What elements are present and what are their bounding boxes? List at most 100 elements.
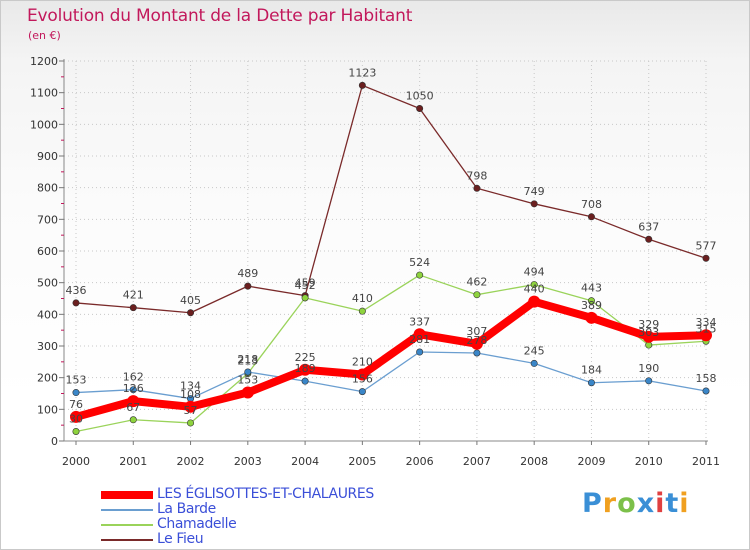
data-point bbox=[127, 395, 140, 408]
series-line bbox=[75, 274, 707, 433]
data-point bbox=[301, 377, 309, 385]
data-point bbox=[413, 328, 426, 341]
logo-letter: x bbox=[636, 488, 656, 519]
x-tick-label: 2000 bbox=[62, 455, 90, 468]
y-tick-label: 1200 bbox=[30, 55, 58, 68]
data-point bbox=[72, 299, 80, 307]
data-label: 76 bbox=[69, 398, 83, 411]
data-label: 57 bbox=[184, 404, 198, 417]
data-point bbox=[530, 200, 538, 208]
x-tick-label: 2003 bbox=[234, 455, 262, 468]
data-label: 162 bbox=[123, 371, 144, 384]
logo-letter: t bbox=[665, 488, 680, 519]
data-label: 30 bbox=[69, 413, 83, 426]
legend-label: Chamadelle bbox=[157, 516, 237, 532]
legend-label: Le Fieu bbox=[157, 531, 204, 547]
data-label: 405 bbox=[180, 294, 201, 307]
y-tick-label: 900 bbox=[37, 150, 58, 163]
data-point bbox=[645, 377, 653, 385]
y-tick-label: 0 bbox=[51, 435, 58, 448]
data-label: 337 bbox=[409, 315, 430, 328]
data-label: 189 bbox=[295, 362, 316, 375]
data-label: 637 bbox=[638, 220, 659, 233]
data-point bbox=[301, 294, 309, 302]
data-label: 210 bbox=[352, 356, 373, 369]
data-point bbox=[473, 184, 481, 192]
x-tick-label: 2011 bbox=[692, 455, 720, 468]
y-tick-label: 200 bbox=[37, 372, 58, 385]
x-tick-label: 2004 bbox=[291, 455, 319, 468]
data-label: 281 bbox=[409, 333, 430, 346]
data-point bbox=[416, 105, 424, 113]
data-point bbox=[642, 330, 655, 343]
data-label: 156 bbox=[352, 373, 373, 386]
data-label: 245 bbox=[524, 344, 545, 357]
data-label: 303 bbox=[638, 326, 659, 339]
data-label: 315 bbox=[696, 322, 717, 335]
data-label: 108 bbox=[180, 388, 201, 401]
logo-letter: r bbox=[602, 488, 618, 519]
chart-unit-label: (en €) bbox=[28, 29, 61, 42]
data-point bbox=[358, 388, 366, 396]
data-label: 798 bbox=[466, 169, 487, 182]
x-tick-label: 2006 bbox=[406, 455, 434, 468]
data-label: 190 bbox=[638, 362, 659, 375]
data-label: 452 bbox=[295, 279, 316, 292]
data-point bbox=[241, 386, 254, 399]
data-point bbox=[416, 271, 424, 279]
legend-swatch bbox=[101, 491, 153, 499]
data-point bbox=[645, 235, 653, 243]
data-label: 436 bbox=[66, 284, 87, 297]
data-label: 213 bbox=[237, 355, 258, 368]
data-label: 126 bbox=[123, 382, 144, 395]
data-label: 278 bbox=[466, 334, 487, 347]
series-line bbox=[72, 297, 710, 421]
y-tick-label: 500 bbox=[37, 277, 58, 290]
legend-swatch bbox=[101, 524, 153, 526]
data-label: 524 bbox=[409, 256, 430, 269]
logo-letter: i bbox=[679, 488, 690, 519]
data-label: 708 bbox=[581, 198, 602, 211]
data-label: 67 bbox=[126, 401, 140, 414]
y-tick-label: 300 bbox=[37, 340, 58, 353]
data-point bbox=[244, 368, 252, 376]
data-point bbox=[244, 282, 252, 290]
y-tick-label: 600 bbox=[37, 245, 58, 258]
data-label: 577 bbox=[696, 239, 717, 252]
series-line bbox=[75, 84, 707, 314]
data-label: 443 bbox=[581, 282, 602, 295]
data-label: 749 bbox=[524, 185, 545, 198]
y-tick-label: 1000 bbox=[30, 118, 58, 131]
data-label: 158 bbox=[696, 372, 717, 385]
x-tick-label: 2005 bbox=[348, 455, 376, 468]
data-point bbox=[416, 348, 424, 356]
proxiti-logo: Proxiti bbox=[582, 488, 690, 519]
legend-label: LES ÉGLISOTTES-ET-CHALAURES bbox=[157, 486, 374, 502]
data-label: 1050 bbox=[406, 90, 434, 103]
data-point bbox=[129, 416, 137, 424]
legend-swatch bbox=[101, 539, 153, 541]
logo-letter: i bbox=[655, 488, 666, 519]
x-tick-label: 2010 bbox=[635, 455, 663, 468]
legend-label: La Barde bbox=[157, 501, 216, 517]
data-label: 389 bbox=[581, 299, 602, 312]
data-point bbox=[530, 359, 538, 367]
data-label: 153 bbox=[237, 374, 258, 387]
chart-title: Evolution du Montant de la Dette par Hab… bbox=[27, 6, 413, 26]
data-label: 184 bbox=[581, 364, 602, 377]
x-tick-label: 2008 bbox=[520, 455, 548, 468]
data-label: 459 bbox=[295, 277, 316, 290]
data-label: 134 bbox=[180, 380, 201, 393]
data-point bbox=[299, 363, 312, 376]
y-tick-label: 800 bbox=[37, 182, 58, 195]
data-point bbox=[700, 329, 712, 342]
data-point bbox=[187, 419, 195, 427]
logo-letter: P bbox=[582, 488, 603, 519]
data-label: 307 bbox=[466, 325, 487, 338]
y-tick-label: 400 bbox=[37, 308, 58, 321]
data-point bbox=[129, 304, 137, 312]
data-point bbox=[470, 337, 483, 350]
data-label: 218 bbox=[237, 353, 258, 366]
